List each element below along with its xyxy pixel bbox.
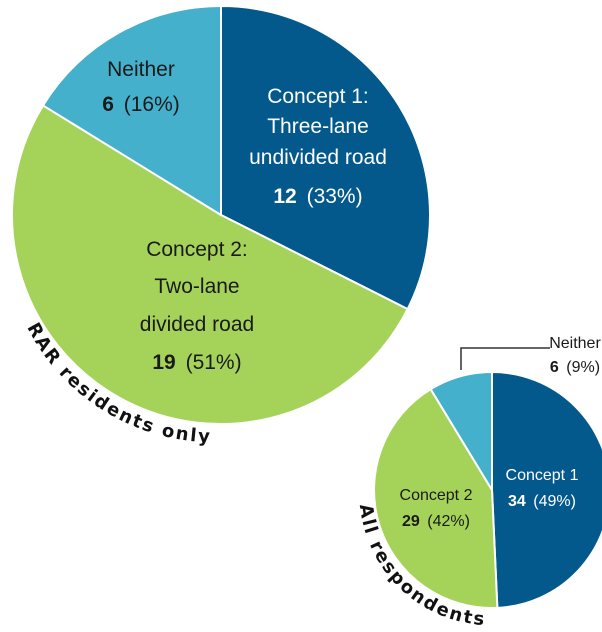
label-large-concept2: Concept 2: Two-lane divided road 19 (51%… <box>140 238 254 374</box>
label-small-concept1-pct: (49%) <box>533 493 576 510</box>
label-small-concept2-pct: (42%) <box>427 513 470 530</box>
small-pie-slice-neither <box>429 370 493 494</box>
pie-all-respondents <box>373 370 602 609</box>
label-large-concept2-count: 19 <box>152 351 175 374</box>
label-large-concept2-line2: Two-lane <box>154 275 239 298</box>
label-large-concept2-line3: divided road <box>140 313 254 336</box>
label-large-concept1: Concept 1: Three-lane undivided road 12 … <box>249 85 387 208</box>
label-small-concept1-value: 34 (49%) <box>508 493 576 510</box>
label-small-concept2-count: 29 <box>402 513 420 530</box>
label-small-neither-pct: (9%) <box>566 359 600 376</box>
small-pie-slice-concept-2 <box>373 387 499 609</box>
label-large-concept2-pct: (51%) <box>186 351 242 374</box>
label-large-concept2-value: 19 (51%) <box>152 351 241 374</box>
label-large-concept1-line3: undivided road <box>249 146 387 169</box>
label-large-neither-pct: (16%) <box>124 93 180 116</box>
label-small-neither-count: 6 <box>550 359 559 376</box>
label-small-neither: Neither 6 (9%) <box>460 335 601 376</box>
large-pie-slice-concept-2-two-lane-divided-road <box>11 104 409 426</box>
label-large-concept2-line1: Concept 2: <box>146 238 248 261</box>
label-small-concept1: Concept 1 34 (49%) <box>506 467 579 510</box>
label-large-neither-count: 6 <box>102 93 114 116</box>
label-large-concept1-pct: (33%) <box>307 185 363 208</box>
label-small-neither-line1: Neither <box>549 335 601 352</box>
label-small-concept1-count: 34 <box>508 493 526 510</box>
leader-line-neither <box>460 347 550 370</box>
label-large-concept1-count: 12 <box>273 185 296 208</box>
label-small-neither-value: 6 (9%) <box>550 359 600 376</box>
large-pie-slice-concept-1-three-lane-undivided-road <box>220 4 431 311</box>
label-large-neither-line1: Neither <box>107 58 175 81</box>
small-pie-slice-concept-1 <box>491 370 602 609</box>
label-large-concept1-line2: Three-lane <box>267 115 369 138</box>
label-small-concept2-value: 29 (42%) <box>402 513 470 530</box>
label-small-concept1-line1: Concept 1 <box>506 467 579 484</box>
large-pie-slice-neither <box>41 4 222 217</box>
label-large-concept1-line1: Concept 1: <box>267 85 369 108</box>
pie-rar-residents <box>11 4 431 426</box>
label-large-neither: Neither 6 (16%) <box>102 58 180 116</box>
label-small-concept2-line1: Concept 2 <box>400 487 473 504</box>
label-large-concept1-value: 12 (33%) <box>273 185 362 208</box>
label-small-concept2: Concept 2 29 (42%) <box>400 487 473 530</box>
label-large-neither-value: 6 (16%) <box>102 93 180 116</box>
